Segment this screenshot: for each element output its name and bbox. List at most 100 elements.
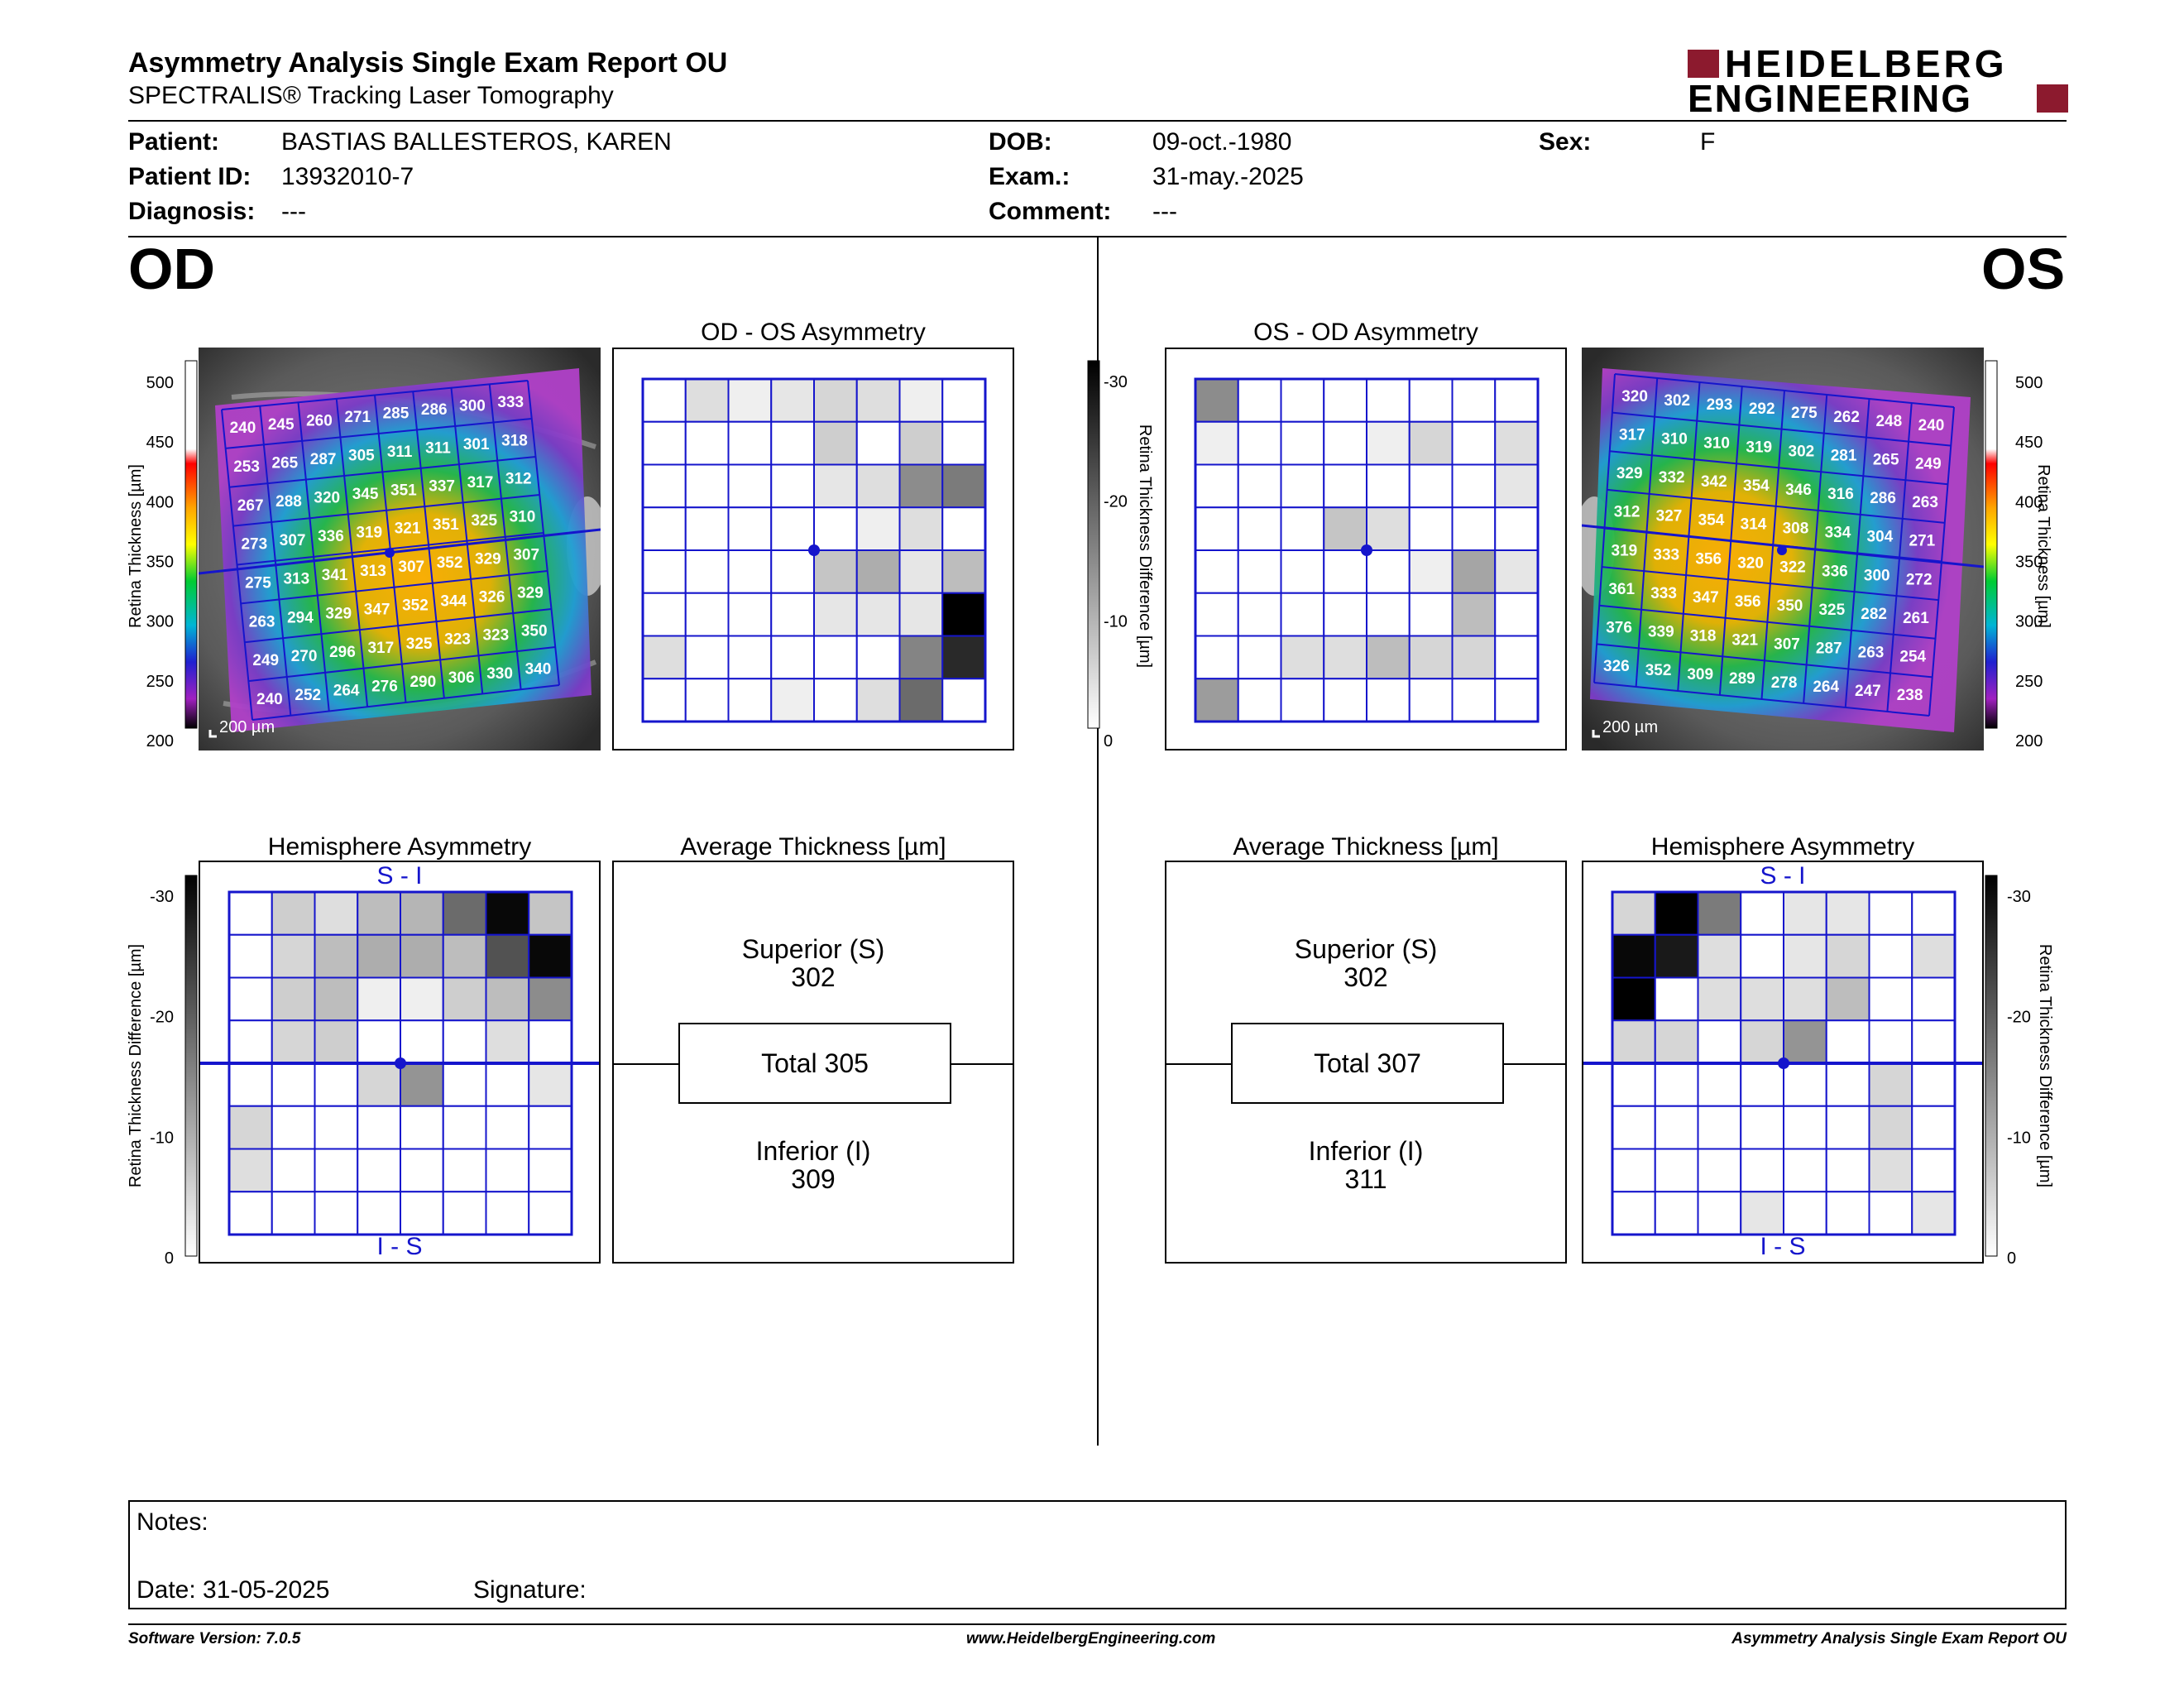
- od-hemi-cell-r0-c3: [357, 891, 401, 936]
- od-thick-value-r5-c0: 263: [249, 613, 275, 631]
- os-asym-cell-r4-c7: [1494, 549, 1539, 594]
- os-thick-value-r0-c5: 262: [1833, 409, 1860, 426]
- os-thick-value-r3-c2: 354: [1698, 512, 1725, 530]
- os-thick-value-r3-c3: 314: [1741, 516, 1767, 534]
- os-thick-value-r2-c4: 346: [1785, 482, 1812, 499]
- od-asym-cell-r6-c7: [941, 635, 986, 680]
- od-hemi-cell-r3-c5: [442, 1019, 487, 1064]
- od-asym-cell-r3-c6: [898, 506, 944, 551]
- od-eye-label: OD: [128, 237, 215, 301]
- patient-divider: [128, 236, 2067, 237]
- os-hemi-cell-r2-c3: [1740, 976, 1784, 1022]
- od-hemi-cell-r2-c7: [528, 976, 572, 1022]
- od-asym-cell-r0-c6: [898, 378, 944, 423]
- os-hemi-cell-r1-c6: [1868, 933, 1913, 979]
- os-thick-value-r7-c4: 278: [1771, 674, 1798, 692]
- os-avg-title: Average Thickness [µm]: [1233, 833, 1499, 861]
- os-hemi-axis-label: Retina Thickness Difference [µm]: [2036, 944, 2054, 1187]
- center-diff-axis-label: Retina Thickness Difference [µm]: [1136, 424, 1154, 668]
- notes-box[interactable]: Notes: Date: 31-05-2025 Signature:: [128, 1500, 2067, 1609]
- os-asym-cell-r2-c1: [1237, 463, 1282, 509]
- od-hemi-cell-r5-c0: [228, 1105, 273, 1150]
- os-asym-cell-r1-c7: [1494, 420, 1539, 466]
- os-thick-value-r5-c0: 361: [1608, 581, 1635, 598]
- od-hemi-axis-label: Retina Thickness Difference [µm]: [127, 944, 145, 1187]
- os-hemi-tick-2: -10: [2007, 1129, 2031, 1147]
- os-thick-value-r4-c5: 336: [1822, 563, 1848, 580]
- os-thick-value-r2-c1: 332: [1659, 469, 1685, 487]
- patient-id-label: Patient ID:: [128, 163, 251, 190]
- od-asym-cell-r1-c4: [813, 420, 858, 466]
- od-thick-value-r7-c6: 330: [486, 665, 513, 683]
- od-thick-value-r7-c4: 290: [410, 674, 436, 691]
- os-thick-value-r5-c7: 261: [1903, 610, 1929, 627]
- od-hemi-cell-r6-c6: [485, 1148, 530, 1193]
- sex-value: F: [1700, 128, 1716, 156]
- od-hemi-cell-r0-c1: [271, 891, 316, 936]
- diagnosis-label: Diagnosis:: [128, 198, 256, 225]
- comment-label: Comment:: [989, 198, 1112, 225]
- os-thick-value-r6-c4: 307: [1774, 636, 1800, 654]
- os-hemi-cell-r0-c7: [1911, 891, 1956, 936]
- os-thick-value-r7-c2: 309: [1687, 666, 1713, 683]
- od-thick-value-r2-c2: 320: [314, 490, 340, 507]
- od-thick-value-r5-c6: 326: [479, 588, 505, 606]
- od-hemi-cell-r0-c7: [528, 891, 572, 936]
- os-asym-cell-r7-c2: [1280, 678, 1325, 722]
- os-avg-panel: Superior (S) 302 Total 307 Inferior (I) …: [1165, 861, 1567, 1264]
- od-thick-value-r5-c7: 329: [517, 584, 544, 602]
- od-asym-cell-r3-c7: [941, 506, 986, 551]
- od-total: Total 305: [678, 1023, 951, 1104]
- od-hemi-cell-r1-c6: [485, 933, 530, 979]
- od-asym-panel: [612, 348, 1014, 750]
- os-thick-value-r5-c5: 325: [1818, 602, 1845, 619]
- os-hemi-cell-r4-c5: [1825, 1062, 1870, 1107]
- od-hemi-cell-r2-c4: [400, 976, 444, 1022]
- os-hemi-cell-r0-c0: [1612, 891, 1656, 936]
- od-thick-value-r3-c0: 273: [241, 536, 267, 554]
- od-thick-tick-4: 300: [146, 613, 174, 631]
- os-hemi-cell-r6-c2: [1697, 1148, 1742, 1193]
- os-hemi-cell-r1-c0: [1612, 933, 1656, 979]
- os-hemi-colorbar: -30 -20 -10 0 Retina Thickness Difference […: [1985, 875, 2054, 1268]
- os-asym-cell-r6-c4: [1366, 635, 1410, 680]
- od-asym-cell-r4-c3: [770, 549, 815, 594]
- od-asym-cell-r5-c7: [941, 592, 986, 637]
- od-hemi-cell-r4-c2: [314, 1062, 359, 1107]
- os-hemi-tick-0: -30: [2007, 888, 2031, 906]
- od-hemi-cell-r4-c4: [400, 1062, 444, 1107]
- od-asym-cell-r6-c4: [813, 635, 858, 680]
- od-thick-value-r7-c7: 340: [525, 661, 552, 679]
- os-asym-cell-r1-c6: [1451, 420, 1497, 466]
- od-hemi-cell-r6-c7: [528, 1148, 572, 1193]
- os-asym-cell-r3-c2: [1280, 506, 1325, 551]
- center-diff-tick-1: -20: [1104, 493, 1128, 511]
- od-hemi-cell-r1-c4: [400, 933, 444, 979]
- os-asym-cell-r0-c2: [1280, 378, 1325, 423]
- od-asym-cell-r6-c2: [727, 635, 773, 680]
- od-hemi-panel: S - I I - S: [199, 861, 601, 1264]
- os-asym-cell-r1-c2: [1280, 420, 1325, 466]
- od-thick-value-r1-c5: 311: [425, 439, 451, 457]
- os-asym-cell-r4-c0: [1195, 549, 1239, 594]
- od-asym-cell-r0-c4: [813, 378, 858, 423]
- od-thick-value-r2-c5: 337: [429, 478, 455, 496]
- website-link[interactable]: www.HeidelbergEngineering.com: [966, 1630, 1216, 1647]
- od-asym-cell-r0-c1: [684, 378, 730, 423]
- os-thick-value-r6-c3: 321: [1731, 632, 1758, 650]
- od-scale-bar: 200 µm: [219, 718, 275, 736]
- os-thick-value-r7-c0: 326: [1603, 658, 1630, 675]
- os-asym-cell-r0-c3: [1323, 378, 1367, 423]
- od-asym-cell-r1-c7: [941, 420, 986, 466]
- os-hemi-cell-r7-c4: [1783, 1191, 1827, 1235]
- os-thick-value-r0-c4: 275: [1791, 405, 1818, 422]
- od-asym-cell-r1-c2: [727, 420, 773, 466]
- os-asym-cell-r7-c6: [1451, 678, 1497, 722]
- od-hemi-cell-r1-c1: [271, 933, 316, 979]
- od-hemi-cell-r4-c0: [228, 1062, 273, 1107]
- od-thick-value-r6-c6: 323: [482, 627, 509, 645]
- os-hemi-cell-r6-c6: [1868, 1148, 1913, 1193]
- os-hemi-cell-r1-c3: [1740, 933, 1784, 979]
- od-asym-cell-r7-c5: [855, 678, 901, 722]
- header-divider: [128, 120, 2067, 122]
